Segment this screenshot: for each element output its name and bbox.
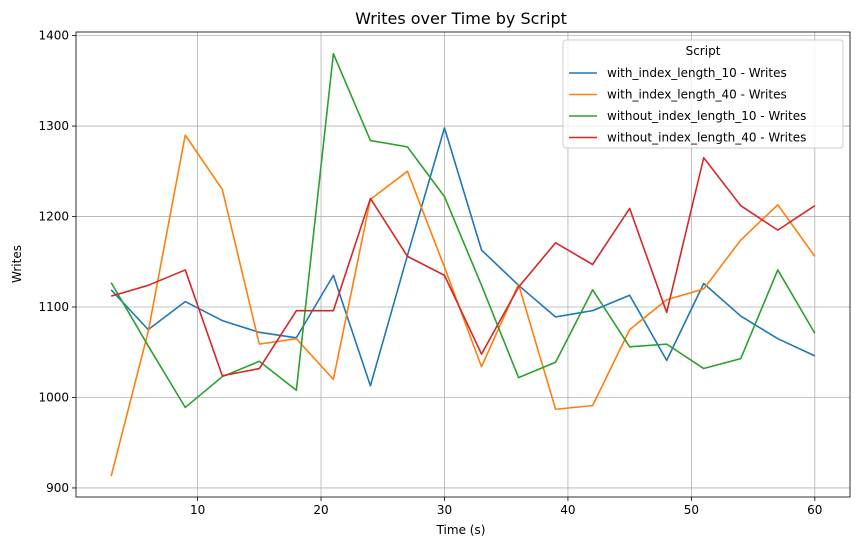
y-tick-label: 900 (46, 481, 69, 495)
legend: Script with_index_length_10 - Writes with_… (562, 39, 844, 149)
chart-title: Writes over Time by Script (355, 9, 567, 28)
x-axis-label: Time (s) (436, 523, 486, 537)
x-tick-label: 60 (807, 503, 822, 517)
legend-title: Script (686, 44, 721, 58)
y-tick-label: 1400 (38, 29, 69, 43)
legend-entry: with_index_length_40 - Writes (607, 88, 787, 102)
series-lines (110, 52, 816, 477)
x-tick-label: 10 (190, 503, 205, 517)
y-tick-label: 1200 (38, 210, 69, 224)
y-tick-label: 1100 (38, 300, 69, 314)
series-line-4 (110, 156, 816, 377)
legend-entry: without_index_length_10 - Writes (607, 109, 806, 123)
x-tick-label: 30 (437, 503, 452, 517)
x-tick-label: 40 (560, 503, 575, 517)
y-axis: 900 1000 1100 1200 1300 1400 (38, 29, 76, 495)
series-line-1 (110, 127, 816, 387)
x-tick-label: 50 (684, 503, 699, 517)
x-axis: 10 20 30 40 50 60 (190, 497, 822, 517)
y-axis-label: Writes (10, 245, 24, 283)
x-tick-label: 20 (313, 503, 328, 517)
y-tick-label: 1000 (38, 390, 69, 404)
legend-entry: with_index_length_10 - Writes (607, 66, 787, 80)
plot-frame (75, 31, 851, 498)
series-line-2 (110, 134, 816, 477)
legend-box (562, 39, 844, 149)
legend-entry: without_index_length_40 - Writes (607, 131, 806, 145)
y-tick-label: 1300 (38, 119, 69, 133)
